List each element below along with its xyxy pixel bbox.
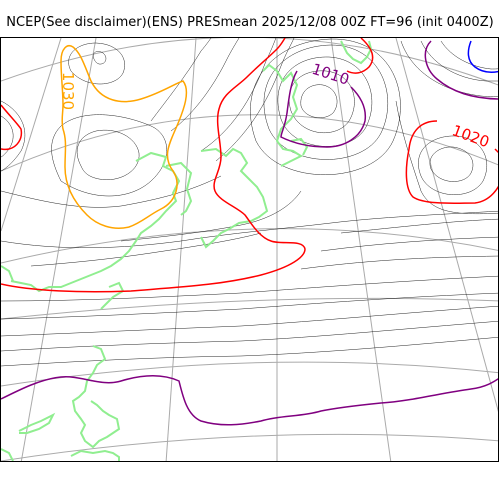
isobar xyxy=(1,305,498,337)
isobar xyxy=(277,56,373,147)
meridian-line xyxy=(20,38,97,461)
coastline-segment xyxy=(290,137,309,156)
isobar-1010-line xyxy=(280,70,367,148)
pressure-map: 1030 1010 1020 xyxy=(0,37,499,462)
isobar xyxy=(215,38,295,162)
isobar-1020-line xyxy=(1,38,306,293)
isobar xyxy=(150,38,212,122)
isobar xyxy=(250,38,401,175)
isobar xyxy=(429,146,474,182)
isobar-label-1010: 1010 xyxy=(310,60,352,89)
isobar xyxy=(395,100,498,215)
isobar xyxy=(76,129,140,181)
isobar xyxy=(170,38,240,132)
isobar xyxy=(51,114,167,197)
coastline-segment xyxy=(100,281,125,310)
isobar xyxy=(289,70,355,133)
isobar-1000-line xyxy=(467,40,498,73)
isobar-1020-line xyxy=(346,38,374,74)
latitude-line xyxy=(1,38,498,86)
meridian-line xyxy=(165,38,197,461)
isobar xyxy=(300,255,498,270)
meridian-lines xyxy=(1,38,498,461)
isobar-label-1030: 1030 xyxy=(59,72,77,110)
isobar xyxy=(30,232,262,267)
latitude-line xyxy=(1,228,498,264)
coastline-segment xyxy=(1,265,14,282)
latitude-line xyxy=(1,433,498,461)
isobar-1020-line xyxy=(494,148,498,154)
isobars-thin xyxy=(1,38,498,367)
coastline-segment xyxy=(70,449,120,461)
isobar xyxy=(400,40,498,97)
isobar xyxy=(1,275,498,302)
isobar xyxy=(1,115,14,158)
isobar-1020-line xyxy=(405,120,498,204)
isobar xyxy=(1,210,498,248)
meridian-line xyxy=(395,38,498,412)
coastline-segment xyxy=(200,147,269,249)
isobar xyxy=(1,100,26,172)
coastline-segment xyxy=(165,161,193,216)
isobar xyxy=(340,218,498,234)
isobar-1000 xyxy=(467,40,498,73)
map-canvas: 1030 1010 1020 xyxy=(1,38,498,461)
isobar-1010-line xyxy=(1,375,498,426)
isobar xyxy=(1,337,498,367)
map-title: NCEP(See disclaimer)(ENS) PRESmean 2025/… xyxy=(6,15,494,30)
isobar xyxy=(440,40,498,70)
isobar xyxy=(1,292,498,320)
coastline-segment xyxy=(71,345,121,449)
isobar xyxy=(420,40,498,82)
isobar xyxy=(200,38,277,152)
isobar xyxy=(1,175,222,208)
isobar-label-1020: 1020 xyxy=(450,121,492,151)
isobar xyxy=(68,42,125,85)
meridian-line xyxy=(1,38,62,232)
isobar xyxy=(320,236,498,252)
isobar-1030-line xyxy=(60,45,188,229)
latitude-line xyxy=(1,361,498,387)
meridian-line xyxy=(330,38,392,461)
isobar xyxy=(418,135,487,195)
isobar-1030 xyxy=(60,45,188,229)
isobar-1020 xyxy=(1,38,498,293)
isobar xyxy=(300,84,338,118)
coastline-segment xyxy=(18,412,56,434)
latitude-line xyxy=(1,297,498,320)
coastline-segment xyxy=(1,448,14,461)
isobar-1010 xyxy=(1,40,498,426)
isobar-1020-line xyxy=(1,104,23,151)
isobar xyxy=(93,51,107,65)
isobar xyxy=(1,320,498,352)
isobar-1010-line xyxy=(424,40,498,100)
coastline-segment xyxy=(262,63,304,167)
